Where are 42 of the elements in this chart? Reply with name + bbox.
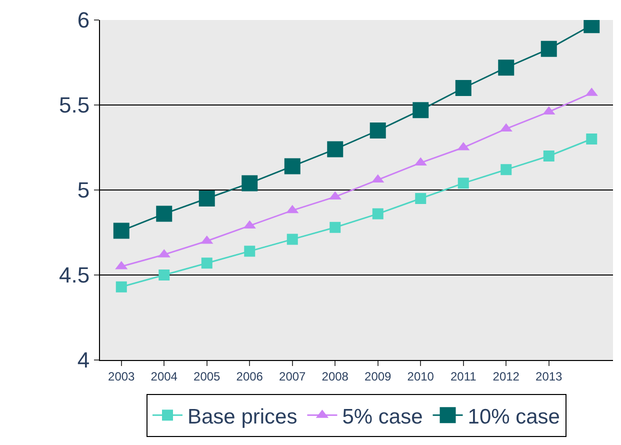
point: [415, 193, 426, 204]
point: [372, 208, 384, 220]
point: [244, 246, 256, 257]
point: [498, 60, 514, 76]
x-tick-label: 2013: [536, 369, 563, 384]
x-tick-label: 2004: [150, 369, 178, 384]
point: [327, 141, 344, 158]
point: [201, 258, 212, 269]
legend-label: 10% case: [468, 405, 560, 428]
point: [543, 150, 554, 162]
x-tick-label: 2009: [364, 369, 392, 384]
point: [156, 206, 172, 222]
point: [586, 134, 598, 144]
legend-label: Base prices: [188, 405, 298, 428]
point: [455, 80, 472, 96]
point: [284, 158, 300, 174]
x-tick-label: 2003: [108, 369, 136, 384]
point: [158, 270, 170, 280]
point: [330, 222, 341, 233]
point: [198, 190, 215, 206]
x-tick-label: 2011: [450, 369, 477, 384]
legend-label: 5% case: [342, 405, 423, 428]
point: [113, 222, 130, 239]
y-tick-label: 6: [77, 8, 90, 33]
y-tick-label: 4: [77, 348, 90, 373]
point: [242, 175, 258, 192]
y-tick-label: 5: [77, 178, 90, 203]
point: [286, 234, 298, 245]
point: [458, 178, 469, 189]
y-tick-label: 5.5: [59, 92, 90, 118]
y-tick-label: 4.5: [59, 262, 90, 288]
point: [370, 122, 386, 138]
x-tick-label: 2008: [322, 369, 349, 384]
point: [540, 40, 557, 57]
x-tick-label: 2007: [279, 369, 306, 384]
point: [116, 281, 127, 292]
x-tick-label: 2012: [492, 369, 520, 384]
point: [412, 102, 429, 118]
point: [500, 164, 512, 176]
x-tick-label: 2010: [407, 369, 434, 384]
x-tick-label: 2006: [236, 369, 264, 384]
x-tick-label: 2005: [194, 369, 221, 384]
